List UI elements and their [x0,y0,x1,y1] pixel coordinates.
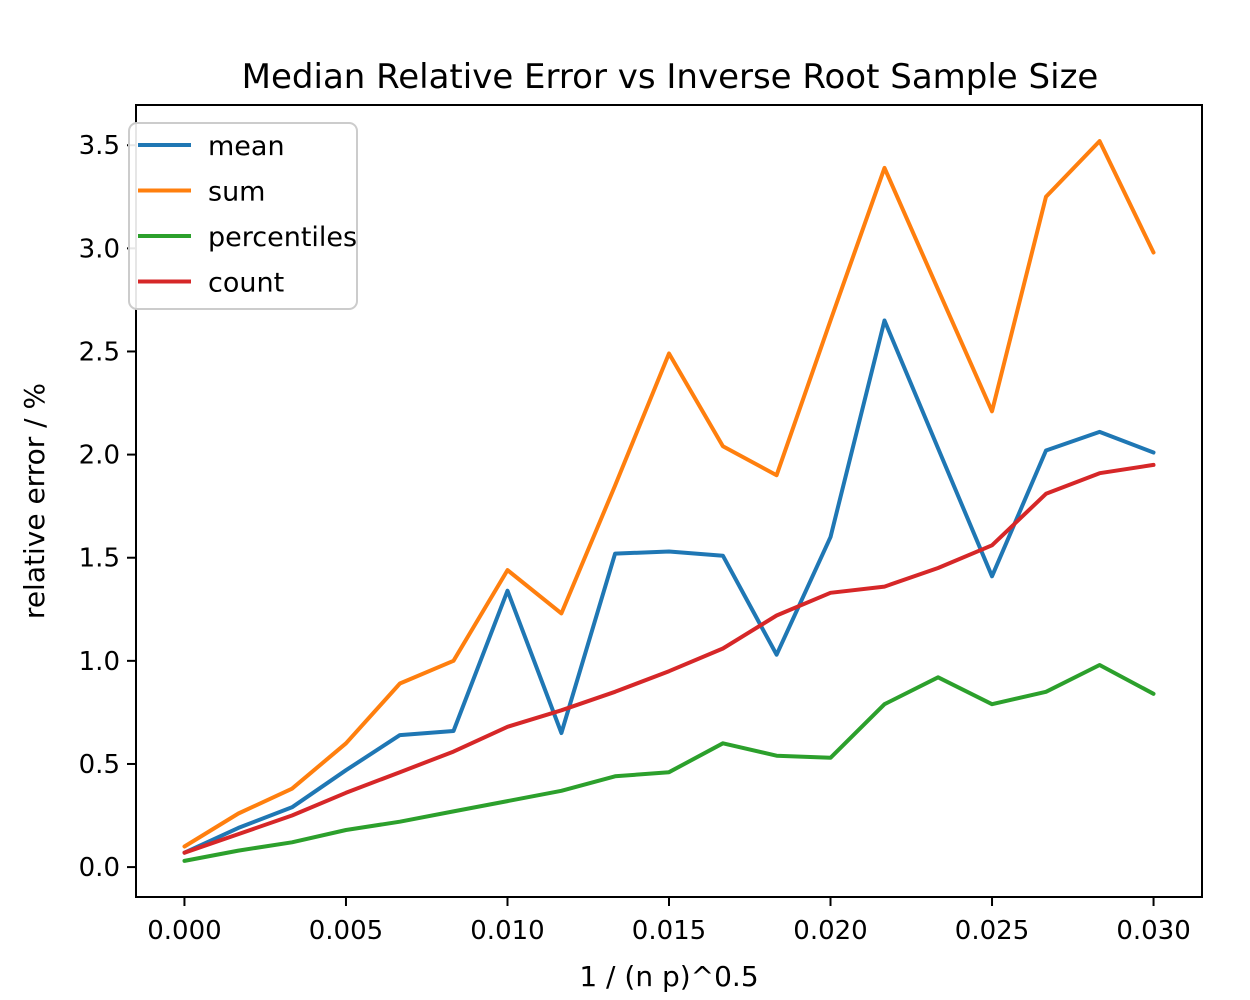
x-tick-label: 0.010 [470,916,544,946]
plot-border [135,104,1203,898]
y-tick-label: 1.5 [79,544,120,574]
y-tick-label: 2.5 [79,337,120,367]
series-line-count [182,462,1156,855]
x-tick-label: 0.025 [955,916,1029,946]
y-tick-label: 3.0 [79,234,120,264]
legend-label-sum: sum [208,177,265,208]
chart-title: Median Relative Error vs Inverse Root Sa… [242,57,1099,97]
series-line-percentiles [182,663,1156,863]
y-axis-label: relative error / % [18,383,51,619]
legend-label-percentiles: percentiles [208,222,357,253]
x-ticks: 0.000 0.005 0.010 0.015 0.020 0.025 0.030 [147,897,1191,946]
x-tick-label: 0.005 [309,916,383,946]
x-tick-label: 0.020 [793,916,867,946]
y-tick-label: 2.0 [79,441,120,471]
legend-label-mean: mean [208,131,285,162]
x-tick-label: 0.000 [147,916,221,946]
series-line-mean [182,318,1156,855]
y-ticks: 0.0 0.5 1.0 1.5 2.0 2.5 3.0 3.5 [79,131,136,883]
x-tick-label: 0.030 [1116,916,1190,946]
y-tick-label: 1.0 [79,647,120,677]
x-tick-label: 0.015 [632,916,706,946]
legend-label-count: count [208,268,284,299]
series-line-sum [182,139,1156,849]
y-tick-label: 0.0 [79,853,120,883]
y-tick-label: 0.5 [79,750,120,780]
x-axis-label: 1 / (n p)^0.5 [579,960,758,993]
legend-box [128,122,358,310]
y-tick-label: 3.5 [79,131,120,161]
series-lines [182,139,1156,863]
legend: mean sum percentiles count [128,122,358,310]
